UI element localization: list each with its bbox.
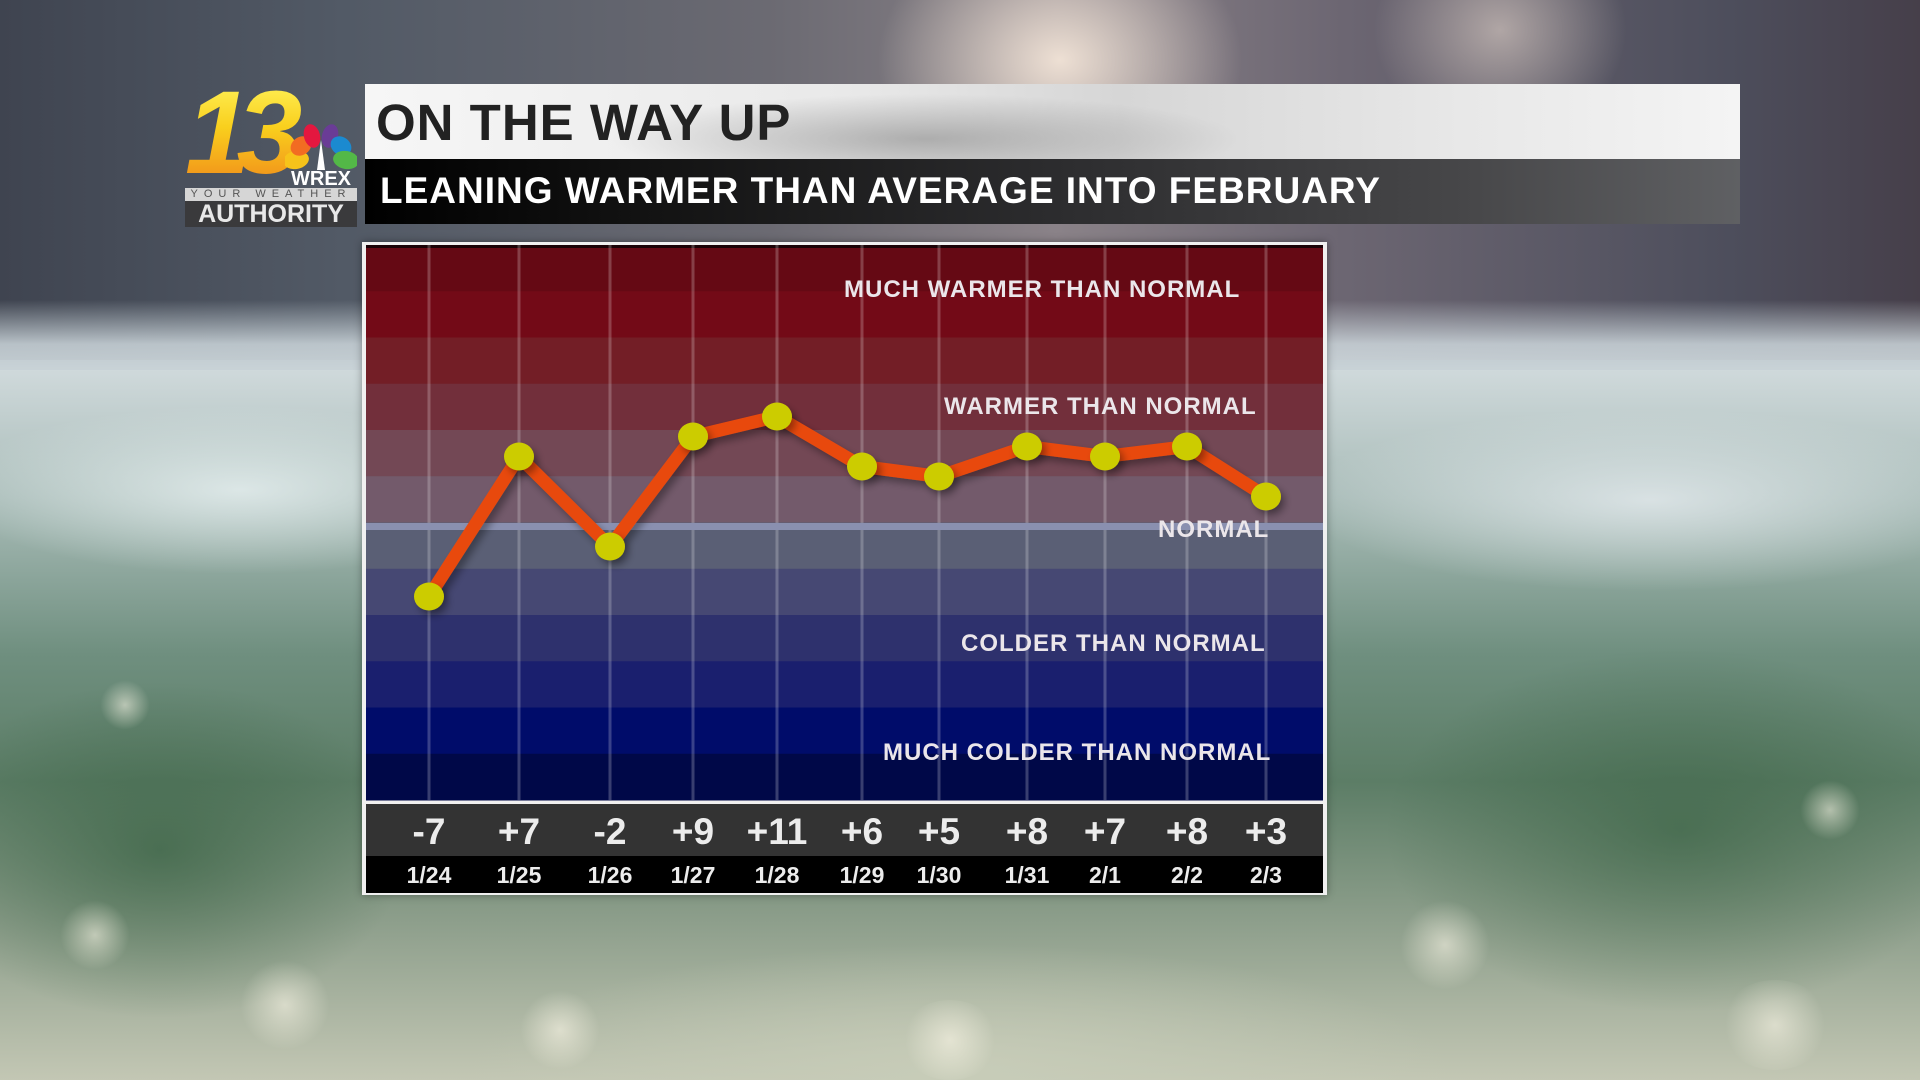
color-band: [366, 615, 1323, 662]
bokeh-highlight: [1400, 900, 1490, 990]
departure-value: +8: [1005, 811, 1049, 852]
subtitle-bar: LEANING WARMER THAN AVERAGE INTO FEBRUAR…: [365, 159, 1740, 224]
departure-value: +11: [746, 811, 808, 852]
date-label: 1/29: [839, 862, 885, 888]
data-point-marker: [414, 582, 444, 611]
data-point-marker: [1172, 432, 1202, 461]
color-band: [366, 476, 1323, 523]
date-label: 2/1: [1089, 862, 1121, 888]
label-colder: COLDER THAN NORMAL: [961, 630, 1266, 657]
color-band: [366, 291, 1323, 338]
data-point-marker: [924, 462, 954, 491]
date-label: 1/24: [406, 862, 452, 888]
logo-tagline-top: YOUR WEATHER: [185, 188, 357, 201]
departure-value: +3: [1244, 811, 1288, 852]
date-label: 1/28: [754, 862, 800, 888]
departure-values-row: -7 +7 -2 +9 +11 +6 +5 +8 +7 +8 +3: [366, 804, 1323, 856]
departure-value: -2: [593, 811, 627, 852]
color-band: [366, 707, 1323, 755]
color-band: [366, 522, 1323, 570]
gridline: [860, 245, 864, 800]
date-label: 1/26: [587, 862, 633, 888]
date-label: 1/25: [496, 862, 542, 888]
data-point-marker: [762, 402, 792, 431]
color-band: [366, 568, 1323, 616]
date-label: 1/31: [1004, 862, 1050, 888]
bokeh-highlight: [60, 900, 130, 970]
gridline: [517, 245, 521, 800]
bokeh-highlight: [1800, 780, 1860, 840]
departure-value: +5: [917, 811, 961, 852]
label-much-colder: MUCH COLDER THAN NORMAL: [883, 739, 1272, 766]
temperature-departure-chart: MUCH WARMER THAN NORMAL WARMER THAN NORM…: [362, 242, 1327, 895]
data-point-marker: [504, 442, 534, 471]
chart-gridlines: [427, 245, 1268, 800]
data-point-marker: [1012, 432, 1042, 461]
data-point-marker: [1251, 482, 1281, 511]
departure-value: +9: [671, 811, 715, 852]
color-band: [366, 753, 1323, 801]
date-label: 1/27: [670, 862, 716, 888]
color-band: [366, 337, 1323, 385]
gridline: [937, 245, 941, 800]
station-logo: 13 WREX YOUR WEATHER AUTHORITY: [185, 74, 357, 227]
departure-value: +7: [1083, 811, 1127, 852]
departure-value: +6: [840, 811, 884, 852]
bokeh-highlight: [1720, 980, 1830, 1070]
color-band: [366, 661, 1323, 708]
color-band: [366, 245, 1323, 292]
series-markers: [414, 402, 1281, 611]
gridline: [1185, 245, 1189, 800]
data-point-marker: [847, 452, 877, 481]
gridline: [691, 245, 695, 800]
label-normal: NORMAL: [1158, 516, 1270, 543]
bokeh-highlight: [240, 960, 330, 1050]
date-label: 1/30: [916, 862, 962, 888]
logo-tagline-bottom: AUTHORITY: [185, 201, 357, 227]
gridline: [1103, 245, 1107, 800]
date-label: 2/2: [1171, 862, 1203, 888]
data-point-marker: [678, 422, 708, 451]
data-point-marker: [1090, 442, 1120, 471]
gridline: [608, 245, 612, 800]
gridline: [1025, 245, 1029, 800]
chart-plot-area: [366, 245, 1323, 801]
page-title: ON THE WAY UP: [376, 94, 792, 151]
date-label: 2/3: [1250, 862, 1282, 888]
gridline: [775, 245, 779, 800]
logo-channel-number: 13: [185, 74, 315, 192]
gridline: [427, 245, 431, 800]
dates-row: 1/24 1/25 1/26 1/27 1/28 1/29 1/30 1/31 2/1 2/2 2/…: [366, 856, 1323, 893]
nbc-peacock-icon: [285, 124, 357, 170]
logo-call-letters: WREX: [291, 168, 351, 190]
chart-color-bands: [366, 245, 1323, 801]
label-warmer: WARMER THAN NORMAL: [944, 393, 1257, 420]
color-band: [366, 383, 1323, 431]
gridline: [1264, 245, 1268, 800]
title-bar: ON THE WAY UP: [365, 84, 1740, 159]
data-point-marker: [595, 532, 625, 561]
bokeh-highlight: [520, 990, 600, 1070]
label-much-warmer: MUCH WARMER THAN NORMAL: [844, 276, 1241, 303]
departure-value: +8: [1165, 811, 1209, 852]
normal-baseline: [366, 523, 1323, 530]
bokeh-highlight: [100, 680, 150, 730]
page-subtitle: LEANING WARMER THAN AVERAGE INTO FEBRUAR…: [380, 170, 1381, 211]
departure-value: -7: [412, 811, 446, 852]
departure-value: +7: [497, 811, 541, 852]
bokeh-highlight: [900, 1000, 1000, 1080]
